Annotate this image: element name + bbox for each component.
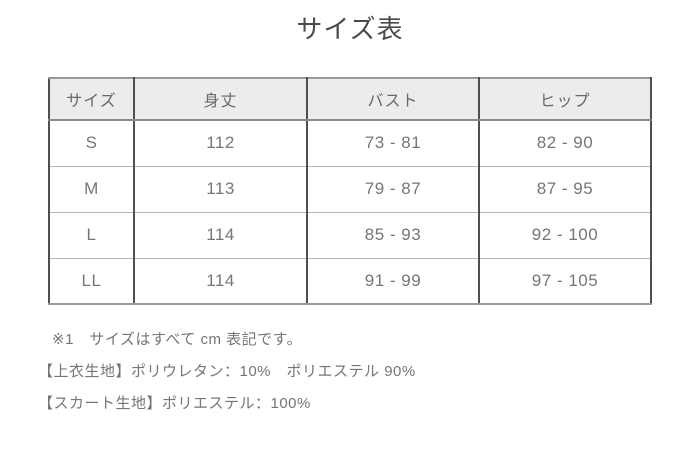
note-cm-units: ※1 サイズはすべて cm 表記です。: [52, 331, 303, 348]
column-header-hip: ヒップ: [478, 77, 652, 121]
table-row-ll: LL 114 91 - 99 97 - 105: [48, 257, 652, 305]
note-skirt-fabric: 【スカート生地】ポリエステル：100%: [38, 395, 311, 412]
size-chart-page: サイズ表 サイズ 身丈 バスト ヒップ S 112 73 - 81 82 - 9…: [0, 14, 700, 450]
table-row-m: M 113 79 - 87 87 - 95: [48, 165, 652, 213]
cell-size: L: [48, 211, 135, 259]
cell-size: M: [48, 165, 135, 213]
cell-hip: 82 - 90: [478, 119, 652, 167]
note-top-fabric: 【上衣生地】ポリウレタン：10% ポリエステル 90%: [38, 363, 416, 380]
cell-hip: 92 - 100: [478, 211, 652, 259]
page-title: サイズ表: [296, 14, 404, 44]
cell-size: S: [48, 119, 135, 167]
cell-body-length: 114: [133, 257, 308, 305]
cell-size: LL: [48, 257, 135, 305]
cell-bust: 79 - 87: [306, 165, 480, 213]
column-header-body-length: 身丈: [133, 77, 308, 121]
table-row-l: L 114 85 - 93 92 - 100: [48, 211, 652, 259]
table-row-s: S 112 73 - 81 82 - 90: [48, 119, 652, 167]
size-table: サイズ 身丈 バスト ヒップ S 112 73 - 81 82 - 90 M 1…: [48, 77, 652, 305]
cell-body-length: 114: [133, 211, 308, 259]
cell-bust: 91 - 99: [306, 257, 480, 305]
cell-hip: 87 - 95: [478, 165, 652, 213]
cell-bust: 73 - 81: [306, 119, 480, 167]
column-header-bust: バスト: [306, 77, 480, 121]
cell-hip: 97 - 105: [478, 257, 652, 305]
cell-body-length: 113: [133, 165, 308, 213]
footnotes: ※1 サイズはすべて cm 表記です。 【上衣生地】ポリウレタン：10% ポリエ…: [38, 324, 700, 420]
table-header-row: サイズ 身丈 バスト ヒップ: [48, 77, 652, 121]
column-header-size: サイズ: [48, 77, 135, 121]
cell-body-length: 112: [133, 119, 308, 167]
cell-bust: 85 - 93: [306, 211, 480, 259]
